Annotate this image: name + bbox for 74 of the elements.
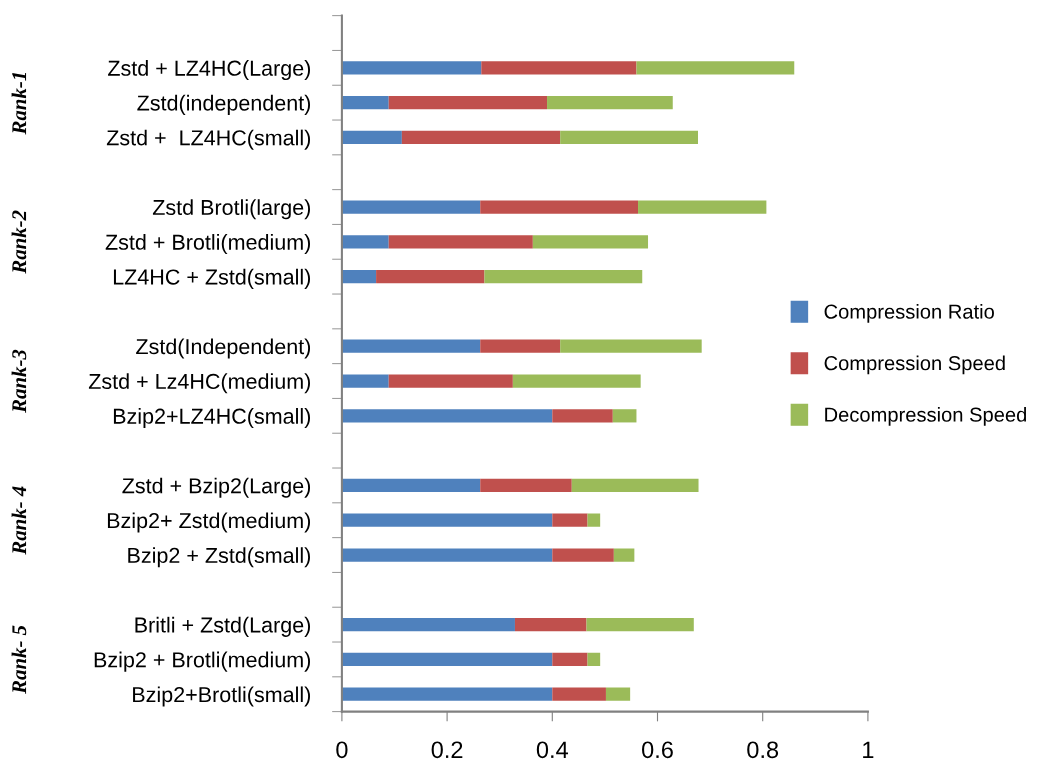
bar (512, 374, 641, 388)
bar (613, 548, 635, 562)
bar (341, 409, 553, 423)
bar (341, 235, 389, 249)
y-tick-label: Zstd + Bzip2(Large) (122, 477, 311, 498)
legend-label: Compression Speed (824, 355, 1005, 375)
bar (341, 200, 481, 214)
y-tick-label: LZ4HC + Zstd(small) (113, 268, 311, 289)
bar (532, 235, 649, 249)
y-tick-label: Bzip2+ Zstd(medium) (107, 512, 311, 533)
bar (341, 652, 553, 667)
legend-label: Decompression Speed (825, 407, 1027, 426)
text: Rank-3 (11, 349, 27, 413)
bar (560, 339, 702, 353)
bar (341, 270, 377, 284)
bar (388, 374, 513, 388)
x-tick-label: 0.6 (642, 741, 673, 759)
y-tick-label: Zstd + LZ4HC(small) (106, 129, 311, 150)
y-tick-label: Zstd(Independent) (136, 338, 311, 359)
bar (552, 652, 588, 667)
bar (341, 618, 515, 632)
bar (341, 339, 481, 353)
y-tick-label: Bzip2 + Brotli(medium) (94, 651, 311, 672)
bar (341, 130, 402, 145)
y-tick-label: Bzip2+LZ4HC(small) (113, 408, 311, 429)
bar (552, 548, 614, 562)
y-tick-label: Britli + Zstd(Large) (135, 616, 311, 637)
bar (481, 61, 637, 75)
bar (376, 270, 485, 284)
bar (587, 513, 601, 527)
x-tick-label: 0.2 (431, 741, 463, 759)
bar (552, 513, 588, 527)
y-tick-label: Zstd + Brotli(medium) (105, 234, 311, 255)
bar (514, 618, 587, 632)
bar (341, 374, 389, 388)
text: Rank- 5 (11, 625, 27, 694)
y-tick-label: Zstd Brotli(large) (152, 199, 311, 220)
bar (341, 478, 481, 493)
bar (341, 513, 553, 527)
bar (605, 687, 631, 701)
bar (636, 61, 795, 75)
bar (480, 478, 572, 493)
bar (341, 548, 553, 562)
bar (552, 409, 613, 423)
bar (586, 618, 694, 632)
text: Rank-1 (11, 72, 27, 135)
bar (341, 687, 553, 701)
legend-label: Compression Ratio (824, 304, 994, 323)
bar (388, 96, 548, 110)
bar (638, 200, 767, 214)
text: Rank-2 (11, 210, 27, 274)
y-tick-label: Zstd + LZ4HC(Large) (108, 60, 311, 81)
x-tick-label: 0.4 (536, 741, 569, 759)
bar (612, 409, 637, 423)
x-tick-label: 0.8 (747, 741, 779, 759)
bar (341, 61, 482, 75)
bar (341, 96, 389, 110)
y-tick-label: Zstd(independent) (137, 94, 311, 115)
bar (547, 96, 673, 110)
bar (388, 235, 533, 249)
bar (484, 270, 643, 284)
bar (480, 339, 561, 353)
bar (480, 200, 639, 214)
bar (571, 478, 699, 493)
y-tick-label: Bzip2 + Zstd(small) (128, 547, 311, 568)
x-tick-label: 1 (863, 741, 874, 758)
y-tick-label: Zstd + Lz4HC(medium) (88, 373, 311, 394)
x-tick-label: 0 (336, 741, 348, 759)
bar (560, 130, 698, 145)
text: Rank- 4 (11, 486, 27, 555)
y-tick-label: Bzip2+Brotli(small) (133, 686, 311, 707)
bar (552, 687, 606, 701)
bar (401, 130, 561, 145)
bar (587, 652, 601, 667)
